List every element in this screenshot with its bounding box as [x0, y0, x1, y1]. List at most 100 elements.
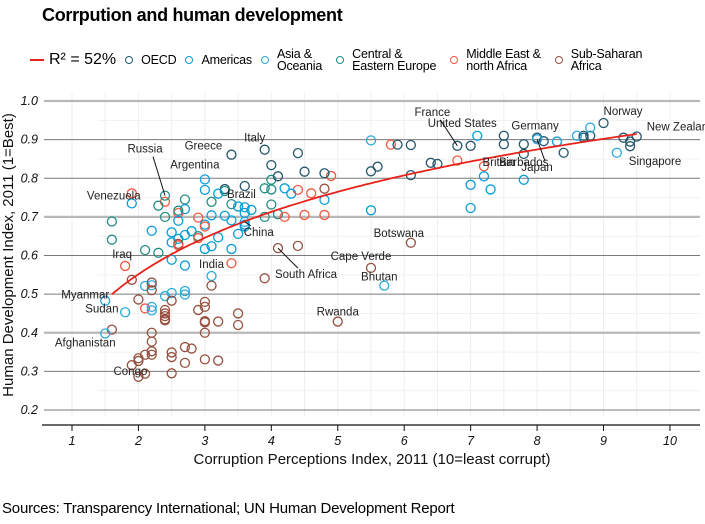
data-point-ssa [213, 355, 224, 366]
fit-line-swatch [30, 59, 44, 61]
data-point-mena [385, 139, 397, 150]
point-label: Cape Verde [331, 251, 392, 263]
point-label: Venezuela [87, 190, 141, 202]
data-point-mena [299, 209, 310, 221]
point-label: Greece [185, 141, 223, 153]
data-point-asia [120, 307, 131, 318]
label-leader-line [536, 139, 546, 162]
data-point-asia [179, 285, 191, 297]
legend-item-ssa: Sub-Saharan Africa [554, 48, 642, 72]
data-point-americas [246, 204, 257, 216]
data-point-ssa [146, 277, 157, 288]
data-point-mena [226, 258, 237, 269]
circle-marker-icon [125, 56, 134, 64]
data-point-ssa [146, 285, 157, 296]
data-point-americas [286, 188, 297, 199]
data-point-oecd [452, 140, 463, 151]
data-point-oecd [518, 148, 529, 160]
legend-label: OECD [141, 53, 177, 67]
y-tick-label: 0.8 [21, 171, 38, 185]
x-tick-label: 8 [534, 434, 541, 448]
data-point-asia [379, 280, 390, 291]
data-point-ssa [166, 368, 177, 379]
data-point-oecd [372, 161, 383, 172]
data-point-cee [259, 211, 270, 223]
legend-label: Middle East & north Africa [466, 47, 541, 73]
data-point-americas [206, 241, 217, 252]
y-tick-label: 0.4 [21, 326, 38, 340]
circle-marker-icon [554, 56, 563, 64]
data-point-oecd [624, 141, 636, 152]
point-label: Congo [113, 366, 147, 378]
data-point-ssa [405, 237, 416, 248]
data-point-ssa [159, 310, 171, 322]
data-point-ssa [186, 343, 197, 354]
data-point-asia [571, 130, 583, 141]
data-point-americas [226, 215, 237, 226]
legend-label: Central & Eastern Europe [352, 47, 437, 73]
data-point-cee [159, 211, 171, 223]
data-point-americas [166, 227, 177, 238]
point-label: China [244, 227, 275, 239]
point-label: United States [428, 118, 497, 130]
data-point-ssa [232, 308, 244, 319]
data-point-oecd [631, 131, 642, 142]
data-point-americas [226, 243, 237, 255]
legend-fit-label: R² = 52% [49, 51, 117, 68]
data-point-mena [478, 161, 490, 172]
data-point-cee [106, 234, 118, 245]
legend-item-americas: Americas [185, 54, 252, 66]
data-point-ssa [213, 316, 224, 327]
data-point-ssa [199, 317, 211, 328]
data-point-cee [106, 216, 118, 227]
x-axis-title: Corruption Perceptions Index, 2011 (10=l… [193, 451, 550, 468]
data-point-americas [472, 130, 483, 141]
data-point-asia [100, 328, 111, 339]
point-label: Italy [244, 133, 265, 145]
data-point-americas [232, 228, 244, 240]
data-point-ssa [126, 274, 137, 285]
point-label: France [414, 107, 450, 119]
point-label: Argentina [170, 159, 220, 171]
legend-label: Asia & Oceania [276, 47, 323, 73]
data-point-americas [485, 184, 496, 195]
x-tick-label: 1 [69, 434, 76, 448]
y-tick-label: 0.3 [21, 364, 38, 378]
data-point-asia [585, 122, 596, 133]
data-point-oecd [425, 157, 436, 168]
y-axis-title: Human Development Index, 2011 (1=Best) [0, 113, 17, 397]
point-label: Germany [511, 121, 559, 133]
data-point-americas [166, 254, 177, 265]
data-point-ssa [199, 301, 211, 313]
data-point-cee [219, 185, 230, 197]
data-point-americas [166, 237, 177, 248]
data-point-oecd [299, 166, 310, 177]
x-tick-label: 10 [663, 434, 677, 448]
data-point-mena [120, 260, 131, 272]
data-point-americas [518, 174, 529, 185]
data-point-asia [146, 280, 157, 291]
legend-item-fit: R² = 52% [30, 51, 116, 69]
x-tick-label: 4 [268, 434, 275, 448]
data-point-mena [279, 211, 290, 223]
point-label: New Zealand [647, 122, 705, 134]
point-label: Rwanda [317, 307, 360, 319]
data-point-asia [179, 289, 191, 300]
data-point-oecd [266, 159, 277, 171]
point-label: Barbados [499, 157, 548, 169]
data-point-asia [365, 135, 377, 146]
point-label: Britain [482, 157, 515, 169]
data-point-americas [179, 229, 191, 241]
data-point-asia [611, 147, 622, 158]
data-point-oecd [365, 166, 377, 177]
data-point-cee [226, 198, 237, 210]
y-tick-label: 0.9 [21, 133, 38, 147]
point-label: Norway [604, 106, 643, 118]
data-point-americas [365, 205, 377, 216]
data-point-ssa [365, 262, 377, 274]
data-point-asia [100, 295, 111, 306]
data-point-ssa [292, 240, 304, 251]
data-point-cee [259, 183, 270, 194]
point-label: Singapore [629, 156, 681, 168]
circle-marker-icon [450, 56, 459, 64]
